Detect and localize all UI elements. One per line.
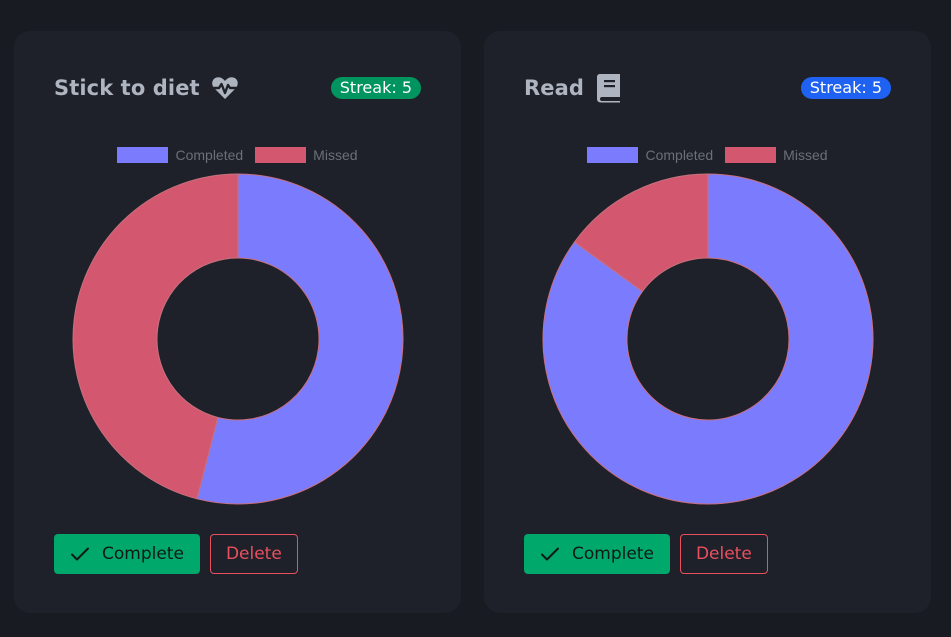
card-header: Stick to diet Streak: 5 xyxy=(54,73,421,103)
chart-legend: Completed Missed xyxy=(14,147,461,163)
complete-button[interactable]: Complete xyxy=(54,534,200,574)
delete-button[interactable]: Delete xyxy=(679,534,768,574)
legend-label-completed: Completed xyxy=(645,147,714,163)
title-wrap: Stick to diet xyxy=(54,75,239,101)
legend-item-missed[interactable]: Missed xyxy=(725,147,828,163)
legend-label-missed: Missed xyxy=(313,147,358,163)
doughnut-chart xyxy=(72,173,404,505)
card-header: Read Streak: 5 xyxy=(524,73,891,103)
legend-swatch-completed xyxy=(117,147,169,163)
legend-label-missed: Missed xyxy=(783,147,828,163)
habit-title: Stick to diet xyxy=(54,76,200,100)
doughnut-chart xyxy=(542,173,874,505)
heart-pulse-icon xyxy=(211,75,239,101)
legend-label-completed: Completed xyxy=(175,147,244,163)
checkmark-icon xyxy=(70,546,90,562)
card-actions: Complete Delete xyxy=(524,534,768,574)
doughnut-slice-missed[interactable] xyxy=(573,173,709,293)
complete-button[interactable]: Complete xyxy=(524,534,670,574)
chart-legend: Completed Missed xyxy=(484,147,931,163)
streak-badge: Streak: 5 xyxy=(330,77,421,99)
legend-item-completed[interactable]: Completed xyxy=(587,147,713,163)
complete-label: Complete xyxy=(102,544,184,564)
streak-badge: Streak: 5 xyxy=(800,77,891,99)
legend-swatch-missed xyxy=(255,147,307,163)
title-wrap: Read xyxy=(524,73,623,103)
card-actions: Complete Delete xyxy=(54,534,298,574)
habit-card: Stick to diet Streak: 5 Completed Missed xyxy=(14,31,461,613)
delete-button[interactable]: Delete xyxy=(209,534,298,574)
habit-card: Read Streak: 5 Completed Missed xyxy=(484,31,931,613)
doughnut-slice-missed[interactable] xyxy=(72,173,239,500)
legend-swatch-completed xyxy=(587,147,639,163)
legend-item-completed[interactable]: Completed xyxy=(117,147,243,163)
legend-item-missed[interactable]: Missed xyxy=(255,147,358,163)
habit-title: Read xyxy=(524,76,585,100)
book-icon xyxy=(595,73,623,103)
doughnut-slice-completed[interactable] xyxy=(196,173,404,505)
legend-swatch-missed xyxy=(725,147,777,163)
doughnut-slice-completed[interactable] xyxy=(542,173,874,505)
complete-label: Complete xyxy=(572,544,654,564)
checkmark-icon xyxy=(540,546,560,562)
